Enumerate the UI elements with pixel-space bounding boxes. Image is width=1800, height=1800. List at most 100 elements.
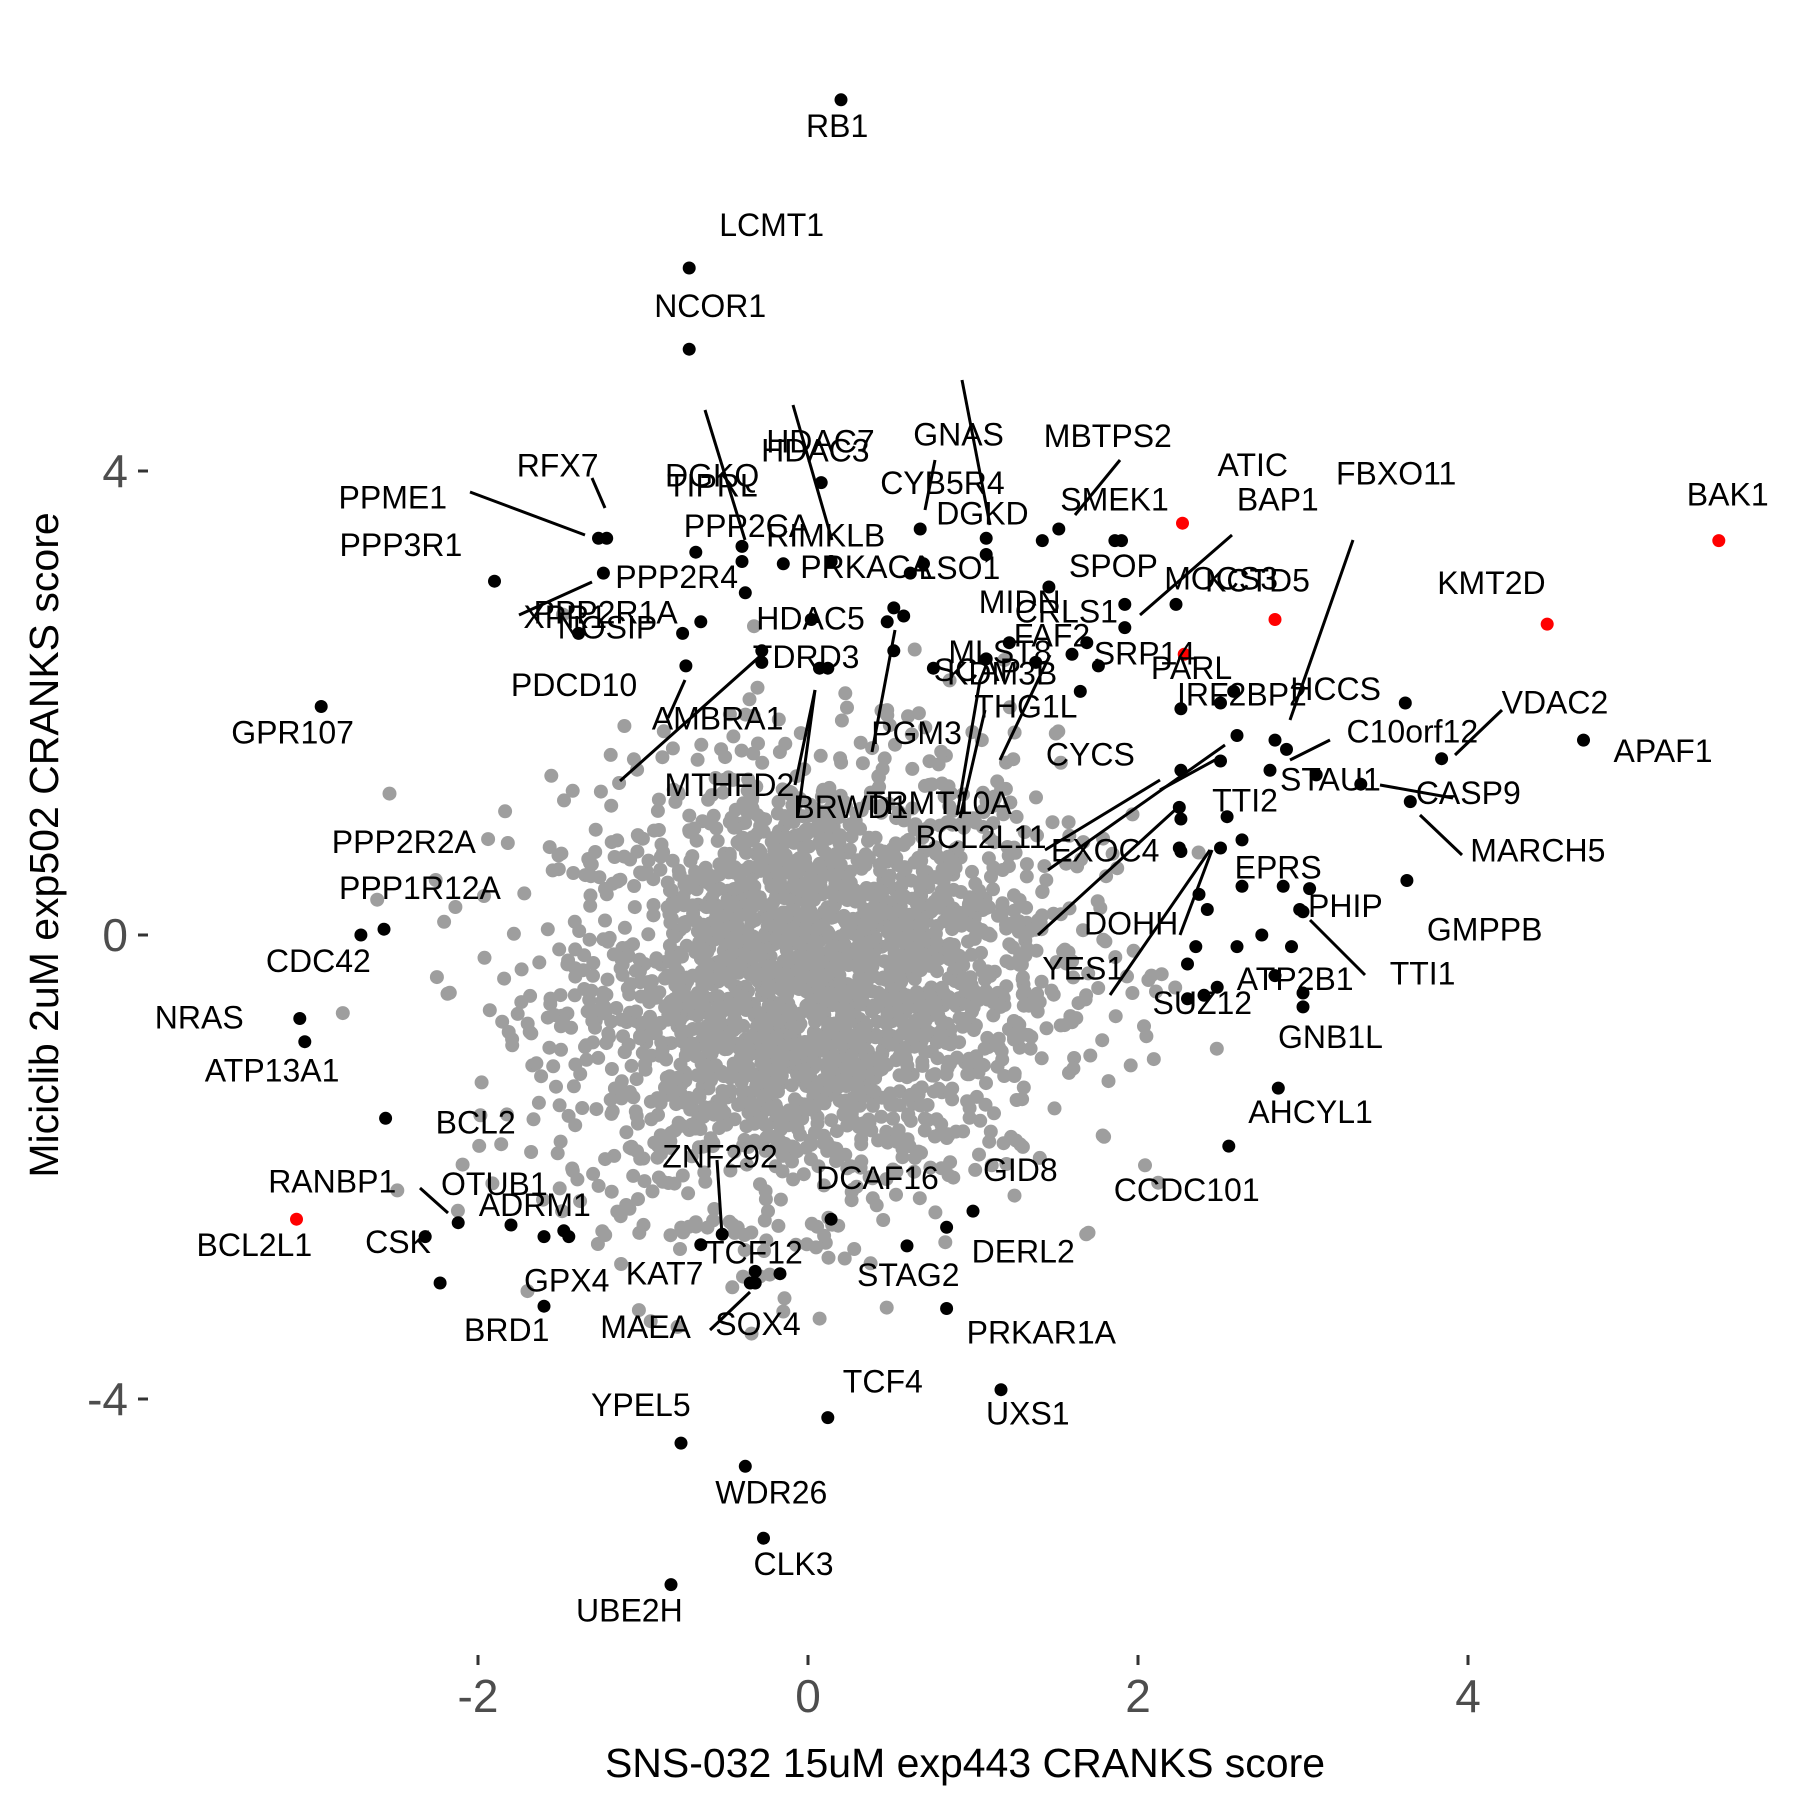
background-point	[551, 862, 566, 877]
gene-label-fbxo11: FBXO11	[1336, 455, 1456, 491]
background-point	[1012, 893, 1027, 907]
background-point	[966, 1023, 981, 1038]
background-point	[892, 805, 906, 819]
gene-label-ppp2ca: PPP2CA	[684, 508, 811, 544]
gene-point-xpr1	[596, 566, 610, 580]
background-point	[653, 862, 668, 877]
background-point	[761, 998, 776, 1013]
gene-label-gnb1l: GNB1L	[1278, 1019, 1383, 1055]
gene-point-hccs	[1398, 696, 1412, 710]
background-point	[912, 918, 927, 933]
background-point	[727, 820, 741, 835]
background-point	[586, 956, 601, 970]
gene-label-hccs: HCCS	[1290, 671, 1381, 707]
background-point	[1030, 1004, 1045, 1019]
background-point	[667, 929, 682, 944]
background-point	[683, 854, 698, 868]
background-point	[482, 1003, 497, 1018]
background-point	[604, 1106, 619, 1121]
background-point	[668, 794, 683, 809]
background-point	[598, 881, 612, 896]
background-point	[874, 798, 889, 813]
gene-point-prkar1a	[940, 1302, 954, 1315]
background-point	[690, 752, 705, 767]
background-point	[631, 1192, 645, 1207]
gene-point-gmppb	[1400, 874, 1414, 887]
background-point	[619, 1198, 634, 1212]
background-point	[1032, 1150, 1047, 1165]
background-point	[866, 899, 881, 914]
gene-label-znf292: ZNF292	[662, 1138, 778, 1174]
background-point	[682, 808, 697, 823]
background-point	[745, 801, 760, 816]
gene-point-mocs3	[1177, 647, 1191, 661]
background-point	[555, 607, 570, 622]
background-point	[750, 680, 765, 695]
gene-point	[1073, 684, 1087, 698]
background-point	[938, 1235, 953, 1250]
gene-label-bak1: BAK1	[1687, 477, 1769, 513]
background-point	[602, 1030, 616, 1045]
gene-point-kdm3b	[1065, 647, 1079, 661]
background-point	[737, 877, 752, 892]
background-point	[759, 969, 774, 984]
background-point	[864, 1004, 879, 1019]
background-point	[740, 950, 755, 964]
background-point	[860, 946, 875, 960]
background-point	[895, 1150, 910, 1165]
background-point	[676, 1225, 691, 1240]
background-point	[923, 958, 937, 973]
background-point	[912, 928, 927, 943]
background-point	[534, 1069, 549, 1084]
background-point	[929, 1112, 944, 1127]
background-point	[976, 805, 991, 820]
background-point	[996, 807, 1011, 822]
background-point	[812, 1311, 827, 1326]
background-point	[568, 969, 583, 984]
background-point	[968, 876, 983, 891]
background-point	[869, 1198, 884, 1213]
background-point	[1154, 967, 1169, 982]
background-point	[707, 1041, 722, 1056]
background-point	[1123, 1058, 1138, 1073]
background-point	[744, 1326, 759, 1341]
background-point	[520, 1284, 535, 1299]
background-point	[681, 874, 696, 889]
gene-point	[1235, 879, 1249, 893]
background-point	[731, 1098, 746, 1113]
background-point	[554, 846, 569, 861]
background-point	[750, 1005, 765, 1020]
background-point	[553, 1134, 568, 1149]
background-point	[889, 850, 904, 865]
background-point	[586, 1166, 601, 1181]
background-point	[974, 923, 989, 937]
background-point	[768, 1159, 783, 1174]
gene-point-cyb5r4	[913, 522, 927, 536]
background-point	[1138, 1158, 1152, 1173]
background-point	[901, 709, 915, 724]
background-point	[1125, 807, 1140, 822]
background-point	[1039, 1021, 1054, 1036]
gene-label-exoc4: EXOC4	[1051, 833, 1159, 869]
background-point	[739, 1119, 754, 1134]
gene-point-kctd5	[1268, 613, 1282, 626]
gene-label-tcf12: TCF12	[705, 1235, 803, 1271]
background-point	[481, 832, 496, 847]
background-point	[651, 792, 666, 807]
background-point	[775, 1148, 790, 1163]
background-point	[979, 1076, 993, 1091]
background-point	[783, 865, 798, 879]
gene-label-ube2h: UBE2H	[576, 1593, 683, 1629]
gene-point	[1172, 841, 1186, 855]
background-point	[614, 1012, 629, 1027]
gene-point-ppp2r2a	[755, 644, 769, 658]
background-point	[659, 1052, 674, 1067]
leader-line-bap1	[1139, 533, 1233, 617]
background-point	[666, 1085, 681, 1100]
background-point	[888, 1132, 903, 1147]
background-point	[1081, 966, 1096, 981]
gene-label-atic: ATIC	[1218, 447, 1289, 483]
gene-label-lso1: LSO1	[919, 550, 1001, 586]
background-point	[691, 1000, 706, 1015]
background-point	[474, 1075, 489, 1090]
